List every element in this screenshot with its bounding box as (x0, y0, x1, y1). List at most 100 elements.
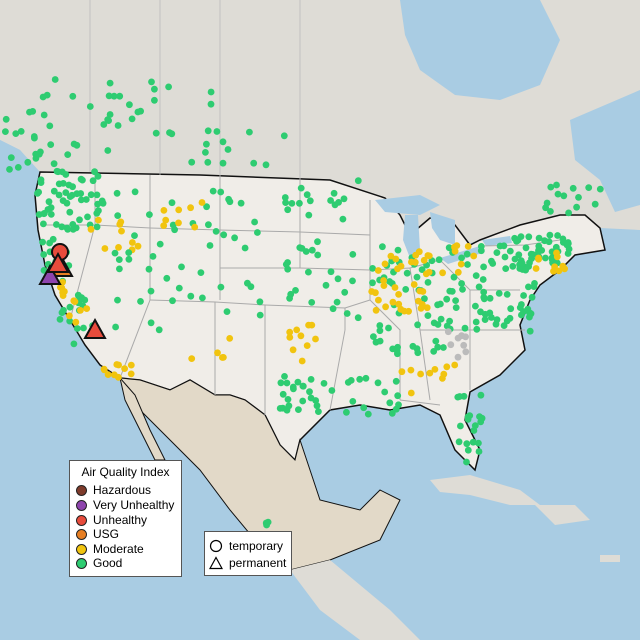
station-marker-moderate (454, 268, 462, 276)
station-marker-moderate (389, 298, 397, 306)
station-marker-good (495, 290, 503, 297)
station-marker-good (360, 404, 368, 412)
station-marker-good (305, 211, 313, 219)
station-marker-good (376, 322, 384, 329)
station-marker-good (41, 210, 48, 217)
station-marker-moderate (407, 366, 415, 374)
station-marker-good (24, 158, 32, 166)
station-marker-moderate (553, 249, 560, 257)
legend-item-unhealthy: Unhealthy (76, 513, 147, 527)
station-marker-good (51, 76, 59, 83)
station-marker-good (224, 146, 232, 153)
station-marker-good (481, 316, 489, 323)
station-marker-good (461, 324, 469, 332)
station-marker-moderate (381, 260, 389, 268)
station-marker-good (518, 301, 525, 308)
station-marker-good (166, 129, 173, 137)
station-marker-moderate (175, 206, 183, 214)
station-marker-good (74, 291, 82, 299)
station-marker-good (63, 199, 71, 207)
station-marker-good (573, 203, 580, 211)
station-marker-good (50, 160, 58, 168)
station-marker-good (66, 317, 74, 325)
station-marker-good (246, 128, 253, 136)
station-marker-moderate (305, 321, 312, 329)
station-marker-good (456, 393, 464, 400)
legend-item-label: permanent (229, 556, 287, 570)
triangle-icon (209, 556, 223, 570)
station-marker-good (262, 161, 270, 169)
station-marker-good (445, 244, 453, 252)
station-marker-moderate (368, 288, 376, 295)
station-marker-good (47, 204, 55, 212)
station-marker-good (541, 237, 548, 245)
station-marker-good (542, 254, 549, 262)
station-marker-moderate (100, 365, 108, 373)
station-marker-good (343, 408, 350, 416)
station-marker-good (327, 268, 335, 276)
station-marker-good (206, 242, 214, 249)
station-marker-good (459, 286, 466, 293)
station-marker-moderate (419, 288, 427, 295)
station-marker-good (518, 311, 525, 319)
station-marker-moderate (423, 304, 431, 312)
station-marker-moderate (372, 306, 380, 314)
station-marker-good (284, 206, 292, 214)
station-marker-good (55, 191, 63, 199)
hispaniola (535, 505, 590, 525)
station-marker-good (287, 290, 295, 298)
station-marker-moderate (127, 361, 135, 369)
station-marker-moderate (398, 368, 406, 376)
station-marker-good (219, 159, 227, 167)
station-marker-moderate (220, 354, 227, 361)
station-marker-good (280, 132, 288, 140)
station-marker-moderate (66, 312, 73, 320)
station-marker-good (477, 247, 485, 255)
station-marker-good (50, 187, 58, 195)
station-marker-good (469, 438, 477, 446)
station-marker-good (585, 184, 593, 192)
station-marker-moderate (118, 227, 125, 235)
station-marker-good (254, 229, 261, 236)
station-marker-good (116, 265, 123, 273)
station-marker-good (334, 275, 342, 283)
station-marker-moderate (134, 242, 142, 250)
station-marker-good (477, 308, 484, 316)
station-marker-good (480, 263, 487, 271)
station-marker-no-data (447, 341, 455, 349)
station-marker-moderate (395, 291, 402, 298)
station-marker-moderate (162, 216, 170, 224)
station-marker-good (394, 392, 402, 400)
station-marker-moderate (95, 216, 102, 224)
station-marker-good (333, 298, 341, 306)
station-marker-good (305, 268, 312, 276)
station-marker-good (91, 168, 98, 176)
station-marker-good (314, 251, 322, 259)
station-marker-good (60, 306, 67, 314)
station-marker-good (554, 190, 562, 198)
station-marker-good (296, 244, 304, 252)
station-marker-good (46, 122, 54, 130)
station-marker-good (328, 387, 336, 394)
station-marker-moderate (464, 243, 472, 250)
station-marker-good (76, 216, 83, 224)
station-marker-good (202, 149, 209, 156)
station-marker-good (354, 177, 362, 185)
station-marker-good (204, 158, 212, 166)
station-marker-good (58, 168, 66, 176)
station-marker-good (432, 337, 440, 345)
station-marker-good (434, 301, 441, 309)
station-marker-good (197, 269, 205, 276)
station-marker-good (349, 398, 357, 405)
station-marker-good (104, 116, 112, 123)
station-marker-good (40, 251, 48, 258)
station-marker-good (511, 255, 519, 263)
station-marker-good (77, 196, 85, 204)
station-marker-good (320, 380, 328, 387)
station-marker-good (207, 88, 215, 96)
station-marker-good (128, 115, 136, 123)
station-marker-good (66, 303, 74, 311)
station-marker-good (528, 293, 536, 301)
station-marker-good (302, 248, 310, 255)
station-marker-good (152, 129, 160, 137)
